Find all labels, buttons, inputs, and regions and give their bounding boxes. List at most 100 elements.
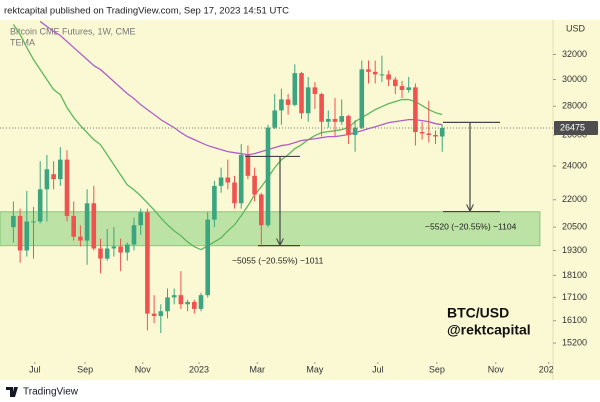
candle-body — [192, 301, 197, 309]
y-tick-label: 22000 — [562, 194, 587, 204]
candle-body — [151, 313, 157, 316]
candle-body — [24, 221, 30, 251]
x-tick-label: Sep — [77, 364, 93, 374]
candle-body — [64, 159, 70, 216]
indicator-line — [12, 24, 443, 251]
candle-body — [44, 169, 50, 190]
candle-body — [198, 295, 204, 309]
candle-body — [84, 203, 90, 241]
y-tick-label: 18100 — [562, 270, 587, 280]
plot-area: Jul Sep Nov 2023 Mar May Jul Sep Nov 2024 −5055 (−… — [0, 20, 559, 374]
candle-body — [332, 118, 338, 122]
y-tick-label: 28000 — [562, 101, 587, 111]
candle-body — [372, 71, 378, 75]
candle-body — [319, 94, 324, 122]
candle-body — [252, 175, 257, 195]
y-tick-label: 24000 — [562, 160, 587, 170]
candle-body — [406, 87, 411, 91]
x-tick-label: May — [306, 364, 324, 374]
last-price-label: 26475 — [560, 122, 585, 132]
candle-body — [312, 87, 318, 95]
candle-body — [51, 174, 56, 180]
y-tick-label: 19300 — [562, 245, 587, 255]
x-tick-label: 2023 — [189, 364, 209, 374]
candle-body — [171, 295, 177, 298]
header: rektcapital published on TradingView.com… — [4, 6, 289, 17]
candle-body — [238, 154, 244, 204]
footer-brand: TradingView — [23, 387, 79, 398]
candle-body — [305, 87, 311, 114]
last-price-box — [554, 120, 598, 135]
candle-body — [265, 127, 271, 226]
candle-body — [145, 212, 150, 314]
x-tick-label: Nov — [135, 364, 152, 374]
x-tick-label: Nov — [488, 364, 505, 374]
candle-body — [346, 116, 351, 135]
candle-body — [205, 219, 210, 296]
candle-body — [292, 73, 298, 105]
candle-body — [426, 133, 432, 135]
candle-body — [98, 248, 103, 259]
candle-body — [158, 311, 164, 316]
candle-body — [413, 87, 418, 133]
candle-body — [359, 69, 365, 128]
candle-body — [125, 244, 130, 253]
candle-body — [245, 154, 251, 176]
candle-body — [104, 248, 110, 259]
footer-logo — [6, 387, 18, 397]
y-tick-label: 15200 — [562, 337, 587, 347]
measure-label: −5055 (−20.55%) −1011 — [232, 255, 324, 265]
candle-body — [339, 116, 344, 122]
candle-body — [279, 99, 284, 111]
y-tick-label: 17100 — [562, 292, 587, 302]
currency-label: USD — [566, 23, 586, 33]
candle-body — [232, 182, 237, 204]
candle-body — [366, 69, 371, 72]
y-tick-label: 32000 — [562, 49, 587, 59]
candle-body — [419, 132, 425, 134]
candle-body — [352, 127, 358, 135]
candle-body — [439, 127, 445, 137]
y-tick-label: 20500 — [562, 221, 587, 231]
x-tick-label: Jul — [372, 364, 384, 374]
candle-body — [299, 73, 304, 114]
candle-body — [393, 79, 398, 87]
chart-title: Bitcoin CME Futures, 1W, CME — [10, 26, 136, 36]
candle-body — [212, 185, 217, 220]
candle-body — [165, 297, 170, 312]
candle-body — [111, 246, 117, 249]
watermark: BTC/USD — [447, 305, 509, 321]
candle-body — [31, 221, 36, 223]
candle-body — [218, 177, 224, 186]
candle-body — [118, 246, 123, 253]
indicator-label: TEMA — [10, 37, 35, 47]
candle-body — [138, 212, 143, 226]
candle-body — [37, 189, 43, 222]
candle-body — [17, 215, 23, 251]
candle-body — [11, 215, 16, 228]
candle-body — [58, 159, 63, 180]
candle-body — [379, 74, 385, 76]
candle-body — [178, 295, 184, 305]
y-axis: 3200030000280002600024000220002050019300… — [553, 49, 598, 347]
x-tick-label: Jul — [29, 364, 41, 374]
candle-body — [285, 99, 291, 105]
candle-body — [272, 110, 277, 128]
candle-body — [71, 215, 76, 237]
candle-body — [185, 301, 190, 305]
candle-body — [91, 203, 97, 249]
x-tick-label: 2024 — [539, 364, 559, 374]
candle-body — [326, 118, 331, 122]
candle-body — [131, 225, 137, 245]
candle-body — [225, 177, 231, 183]
y-tick-label: 30000 — [562, 74, 587, 84]
y-tick-label: 16100 — [562, 315, 587, 325]
candle-body — [433, 134, 438, 137]
logo-icon — [6, 387, 18, 397]
candle-body — [259, 194, 264, 226]
candle-body — [78, 236, 83, 241]
measure-label: −5520 (−20.55%) −1104 — [425, 221, 517, 231]
watermark: @rektcapital — [447, 322, 531, 338]
